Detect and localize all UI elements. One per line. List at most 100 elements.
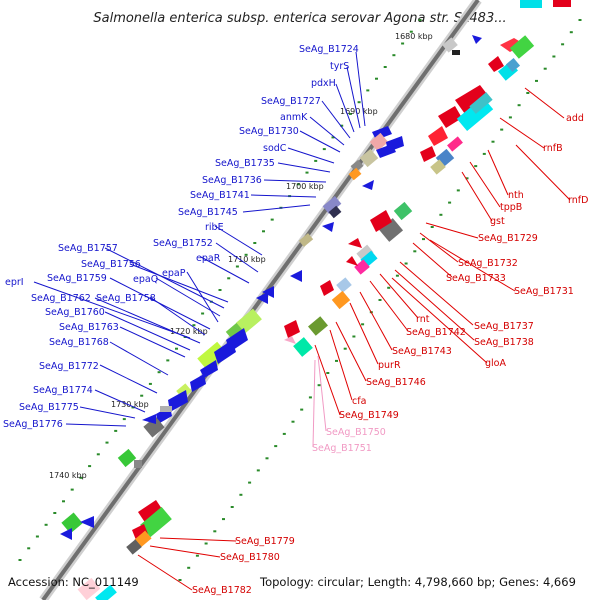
gene-label-left-3[interactable]: SeAg_B1727 [261,96,321,107]
tick-dash [569,31,573,34]
tick-dash [422,238,425,241]
gene-label-left-22[interactable]: SeAg_B1760 [45,307,105,318]
tick-dash [413,250,417,253]
tick-dash [296,183,300,186]
gene-label-left-7[interactable]: SeAg_B1735 [215,158,275,169]
gene-label-right-8[interactable]: SeAg_B1733 [446,273,506,284]
gene-label-left-11[interactable]: ribE [205,222,224,233]
gene-label-right-4[interactable]: tppB [500,202,522,213]
gene-label-left-6[interactable]: sodC [263,143,287,154]
tick-dash [361,323,365,326]
gene-label-right-20[interactable]: SeAg_B1779 [235,536,295,547]
gene-label-right-21[interactable]: SeAg_B1780 [220,552,280,563]
gene-label-left-19[interactable]: SeAg_B1759 [47,273,107,284]
gene-label-left-20[interactable]: SeAg_B1762 [31,293,91,304]
gene-label-left-4[interactable]: anmK [280,112,308,123]
tick-dash [274,445,278,448]
tick-dash [395,274,399,277]
tick-dash [204,542,208,545]
gene-label-left-27[interactable]: SeAg_B1775 [19,402,79,413]
gene-label-left-5[interactable]: SeAg_B1730 [239,126,299,137]
tick-dash [239,493,243,496]
kbp-label-1720: 1720 kbp [170,327,208,336]
gene-label-right-17[interactable]: SeAg_B1746 [366,377,426,388]
tick-dash [508,116,512,119]
gene-label-left-18[interactable]: eprI [5,277,24,288]
tick-dash [465,177,469,180]
tick-dash [430,226,434,228]
gene-label-right-0[interactable]: add [566,113,584,124]
tick-dash [343,347,347,350]
gene-label-left-24[interactable]: SeAg_B1768 [49,337,109,348]
kbp-label-1710: 1710 kbp [228,255,266,264]
tick-dash [409,30,413,33]
gene-label-right-13[interactable]: SeAg_B1738 [474,337,534,348]
gene-label-left-16[interactable]: epaQ [133,274,158,285]
tick-dash [114,429,118,432]
gene-label-left-15[interactable]: SeAg_B1756 [81,259,141,270]
gene-label-left-13[interactable]: epaR [196,253,221,264]
tick-dash [456,189,460,192]
gene-label-right-5[interactable]: gst [490,216,505,227]
gene-label-left-2[interactable]: pdxH [311,78,336,89]
tick-dash [340,124,344,127]
tick-dash [178,579,182,581]
gene-label-right-10[interactable]: rnt [416,314,430,325]
tick-dash [227,277,231,280]
tick-dash [308,396,312,399]
gene-label-left-17[interactable]: epaP [162,268,186,279]
tick-dash [387,286,391,289]
tick-dash [192,324,196,327]
left-label-connectors [33,51,366,427]
gene-label-right-22[interactable]: SeAg_B1782 [192,585,252,596]
gene-label-left-1[interactable]: tyrS [330,61,349,72]
kbp-label-1730: 1730 kbp [111,400,149,409]
gene-label-left-12[interactable]: SeAg_B1752 [153,238,213,249]
gene-label-left-9[interactable]: SeAg_B1741 [190,190,250,201]
gene-label-right-12[interactable]: SeAg_B1742 [406,327,466,338]
gene-label-left-8[interactable]: SeAg_B1736 [202,175,262,186]
gene-label-right-3[interactable]: nth [508,190,524,201]
tick-dash [366,89,370,92]
kbp-label-1700: 1700 kbp [286,182,324,191]
tick-dash [357,101,361,104]
tick-dash [27,547,31,550]
gene-label-left-14[interactable]: SeAg_B1757 [58,243,118,254]
gene-label-right-2[interactable]: rnfD [568,195,588,206]
gene-label-left-0[interactable]: SeAg_B1724 [299,44,359,55]
tick-dash [222,518,225,521]
gene-label-pink-0[interactable]: SeAg_B1750 [326,427,386,438]
tick-dash [79,476,83,479]
tick-dash [140,394,144,397]
gene-label-left-25[interactable]: SeAg_B1772 [39,361,99,372]
pink-label-connectors [312,355,327,448]
gene-label-right-1[interactable]: rnfB [543,143,563,154]
gene-label-right-14[interactable]: SeAg_B1743 [392,346,452,357]
gene-label-right-18[interactable]: cfa [352,396,366,407]
gene-label-left-21[interactable]: SeAg_B1758 [96,293,156,304]
gene-label-right-19[interactable]: SeAg_B1749 [339,410,399,421]
topology-text: Topology: circular; Length: 4,798,660 bp… [259,575,576,589]
tick-dash [253,242,257,244]
tick-dash [326,372,330,374]
tick-dash [378,299,382,301]
gene-label-left-26[interactable]: SeAg_B1774 [33,385,93,396]
tick-dash [314,159,318,162]
tick-dash [256,469,260,472]
gene-label-left-28[interactable]: SeAg_B1776 [3,419,63,430]
gene-label-pink-1[interactable]: SeAg_B1751 [312,443,372,454]
gene-label-left-10[interactable]: SeAg_B1745 [178,207,238,218]
tick-dash [218,289,222,291]
gene-label-left-23[interactable]: SeAg_B1763 [59,322,119,333]
gene-label-right-16[interactable]: purR [378,360,401,371]
tick-dash [235,265,239,268]
gene-label-right-6[interactable]: SeAg_B1729 [478,233,538,244]
tick-dash [230,506,234,508]
gene-label-right-7[interactable]: SeAg_B1732 [458,258,518,269]
tick-dash [335,359,338,362]
gene-label-right-11[interactable]: SeAg_B1737 [474,321,534,332]
tick-dash [88,465,92,468]
gene-label-right-15[interactable]: gloA [485,358,506,369]
gene-label-right-9[interactable]: SeAg_B1731 [514,286,574,297]
